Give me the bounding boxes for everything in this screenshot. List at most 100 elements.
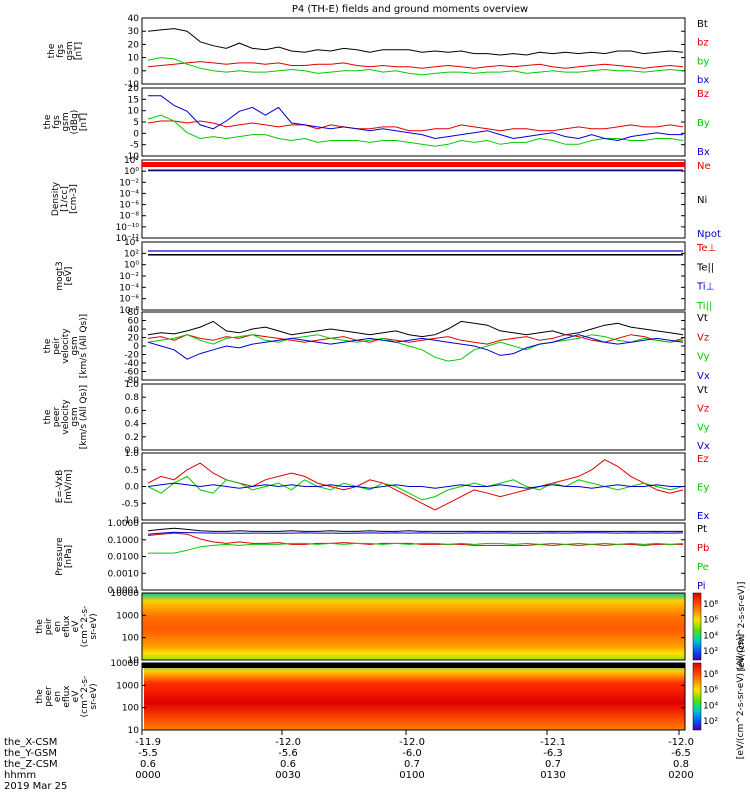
ytick-label: 10⁴	[124, 238, 139, 248]
legend-entry: by	[697, 56, 709, 67]
ytick-label: 10⁻⁸	[119, 212, 139, 222]
xaxis-value: -6.5	[671, 748, 691, 759]
ylabel-line: [km/s (All Qs)]	[79, 385, 89, 449]
legend-entry: Ez	[697, 454, 709, 465]
legend-entry: Vz	[697, 404, 709, 415]
series-line-vx	[147, 334, 684, 360]
colorbar-1: 10⁸ 10⁶ 10⁴ 10² [eV/(cm^2-s-sr-eV)]	[692, 582, 747, 672]
colorbar-label: [eV/(cm^2-s-sr-eV)]	[737, 582, 747, 672]
ylabel-line: sr-eV)	[89, 613, 99, 639]
ytick-label: 0.0100	[108, 553, 140, 563]
ylabel-line: (cm^2-s-	[80, 606, 90, 648]
ylabel-line: eV	[71, 620, 81, 633]
colorbar-tick: 10²	[703, 717, 718, 727]
panel-1: 40 30 20 10 0 -10 the fgs gsm [nT] Bt bz by bx	[47, 14, 709, 90]
xaxis-value: 0.7	[404, 759, 420, 770]
series-line-bt	[147, 28, 684, 56]
ylabel-line: the	[35, 619, 45, 634]
ytick-label: 40	[128, 325, 140, 335]
ytick-label: 10	[128, 54, 140, 64]
ylabel-line: eflux	[62, 615, 72, 638]
legend-entry: Vy	[697, 352, 710, 363]
ylabel-line: [nT]	[79, 113, 89, 131]
panel-6: 1.0 0.8 0.6 0.4 0.2 0.0 the peer velocity gsm [km/…	[43, 380, 710, 456]
ylabel-line: gsm	[61, 112, 71, 131]
legend-entry: bz	[697, 38, 709, 49]
legend-entry: Bx	[697, 147, 710, 158]
series-line-ey	[147, 475, 684, 501]
ytick-label: 0.6	[125, 406, 140, 416]
y-axis-label: mogt3 [eV]	[55, 261, 74, 290]
ylabel-line: sr-eV)	[89, 683, 99, 709]
ytick-label: 15	[128, 95, 139, 105]
y-axis-label: E=-VxB [mV/m]	[55, 470, 74, 504]
legend-entry: Vz	[697, 332, 709, 343]
ylabel-line: peir	[52, 337, 62, 355]
ylabel-line: peir	[44, 617, 54, 635]
colorbar-tick: 10⁴	[703, 701, 718, 711]
legend-entry: Ex	[697, 511, 709, 522]
panel-3: 10²10⁰10⁻²10⁻⁴10⁻⁶10⁻⁸10⁻¹⁰10⁻¹²Density[…	[51, 156, 721, 244]
svg-text:[eV/(cm^2-s-sr-eV)]: [eV/(cm^2-s-sr-eV)]	[737, 582, 747, 672]
legend-entry: Vx	[697, 371, 710, 382]
ylabel-line: velocity	[61, 399, 71, 435]
ytick-label: 10⁻²	[119, 272, 139, 282]
ylabel-line: the	[43, 114, 53, 129]
panel-frame	[141, 87, 686, 157]
ylabel-line: [1/cc]	[60, 186, 70, 212]
ytick-label: 10000	[110, 589, 139, 599]
ytick-label: 100	[122, 634, 139, 644]
panel-frame	[141, 311, 686, 381]
xaxis-value: -12.0	[668, 737, 694, 748]
ytick-label: 1000	[116, 681, 139, 691]
ylabel-line: (dBg)	[70, 110, 80, 135]
legend-entry: bx	[697, 75, 709, 86]
ytick-label: 10⁰	[124, 167, 139, 177]
panel-frame	[141, 662, 686, 731]
ytick-label: 0	[133, 342, 139, 352]
series-line-vy	[147, 334, 684, 362]
ytick-label: -10	[124, 80, 139, 90]
ylabel-line: [cm-3]	[69, 184, 79, 214]
ylabel-line: the	[43, 338, 53, 353]
xaxis-value: 0030	[275, 770, 300, 781]
series-line-by	[147, 114, 684, 147]
panel-frame	[141, 17, 686, 85]
xaxis-value: -11.9	[135, 737, 161, 748]
xaxis-value: 0.8	[673, 759, 689, 770]
legend-entry: Npot	[697, 229, 721, 240]
xaxis-value: -5.6	[278, 748, 298, 759]
ylabel-line: Density	[51, 181, 61, 216]
ytick-label: 1000	[116, 611, 139, 621]
svg-text:[eV/(cm^2-s-sr-eV) (All Qs)]: [eV/(cm^2-s-sr-eV) (All Qs)]	[736, 634, 746, 759]
ylabel-line: [eV]	[64, 267, 74, 286]
ytick-label: -80	[124, 376, 139, 386]
legend-entry: Ni	[697, 195, 707, 206]
ytick-label: 0.0	[125, 446, 140, 456]
panel-9: 10000 1000 100 10 the peir en eflux eV (cm^2-s-sr…	[35, 589, 686, 666]
y-axis-label: the peir en eflux eV (cm^2-s-sr-eV)	[35, 606, 99, 648]
ylabel-line: peer	[44, 686, 54, 707]
ytick-label: 0.1000	[108, 536, 140, 546]
panel-frame	[141, 592, 686, 661]
legend-entry: By	[697, 118, 710, 129]
series-line-ez	[147, 459, 684, 511]
series-line-pi	[147, 531, 684, 535]
xaxis-value: -6.0	[402, 748, 422, 759]
ytick-label: 0.8	[125, 393, 140, 403]
y-axis-label: the peir velocity gsm [km/s (All Qs)]	[43, 314, 89, 378]
ytick-label: 20	[128, 334, 140, 344]
ylabel-line: en	[53, 691, 63, 702]
ylabel-line: gsm	[70, 336, 80, 355]
ytick-label: 0	[133, 67, 139, 77]
legend-entry: Pb	[697, 543, 709, 554]
colorbar-tick: 10⁴	[703, 631, 718, 641]
ytick-label: 60	[128, 317, 140, 327]
ytick-label: 0.0010	[108, 569, 140, 579]
xaxis-row-label: the_X-CSM	[4, 737, 57, 748]
ytick-label: 10⁻⁶	[119, 201, 139, 211]
spectrogram-fill	[144, 663, 685, 730]
